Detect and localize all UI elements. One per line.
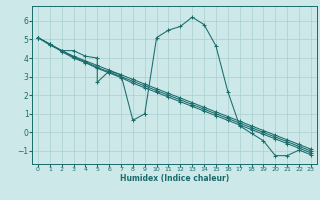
X-axis label: Humidex (Indice chaleur): Humidex (Indice chaleur) [120, 174, 229, 183]
